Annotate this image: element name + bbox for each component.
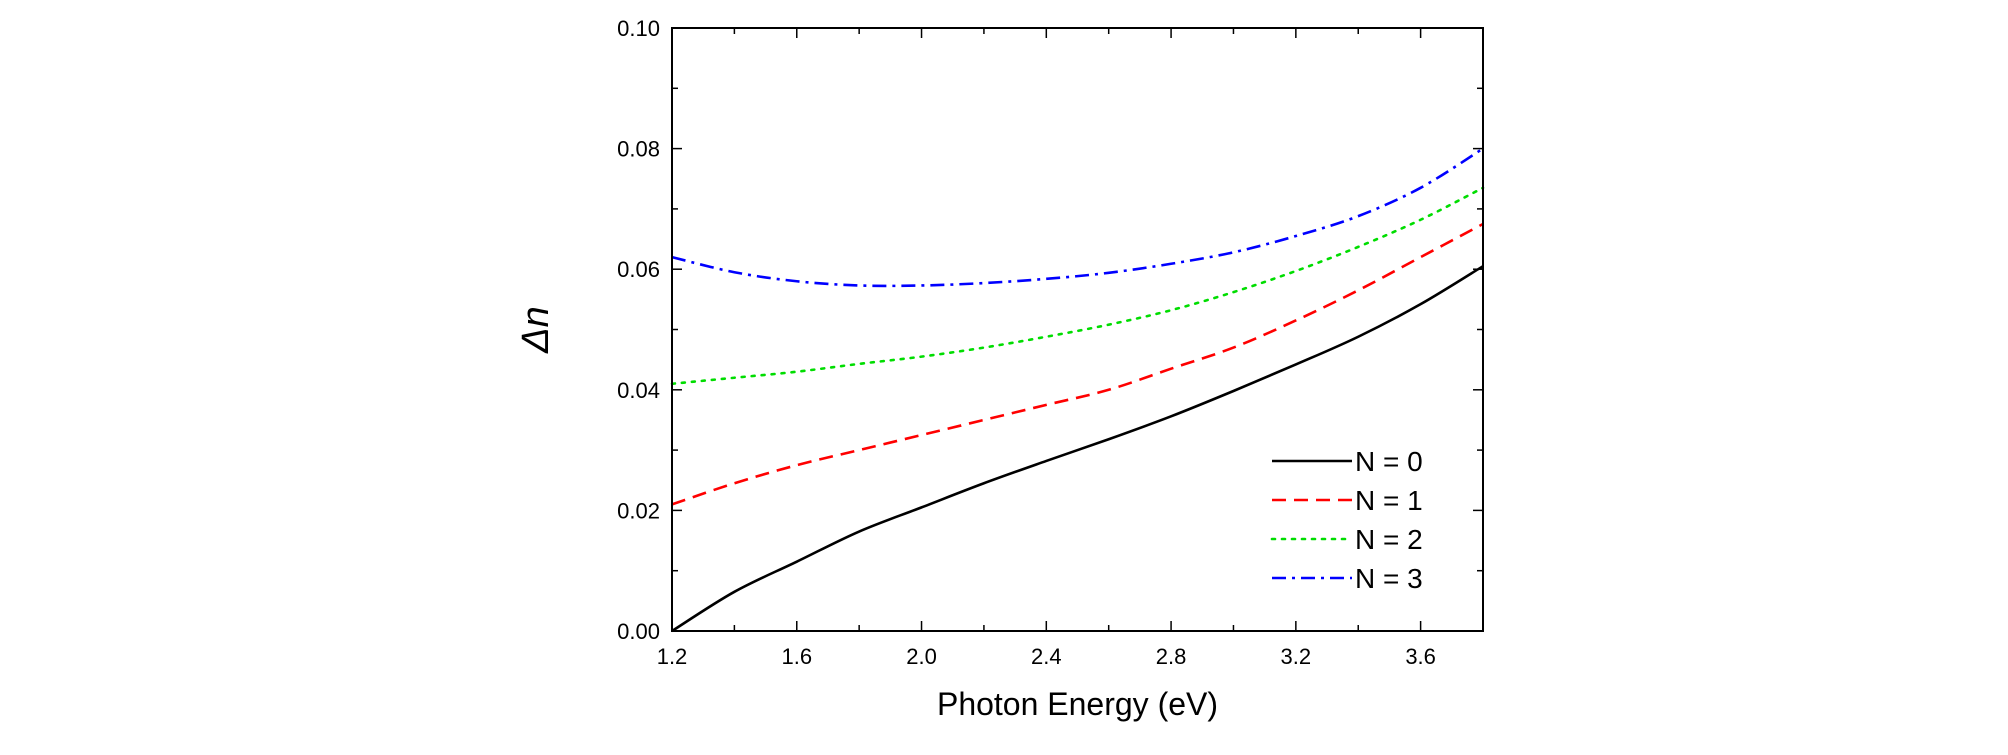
x-tick-label: 1.2 [657, 644, 688, 669]
y-tick-label: 0.00 [617, 619, 660, 644]
series-line-n3 [671, 147, 1484, 288]
legend-label-n1: N = 1 [1355, 485, 1423, 516]
series-line-n0 [671, 265, 1484, 633]
y-tick-label: 0.10 [617, 16, 660, 41]
x-tick-label: 2.8 [1156, 644, 1187, 669]
series-line-n2 [670, 186, 1485, 386]
x-tick-label: 1.6 [781, 644, 812, 669]
y-tick-label: 0.02 [617, 498, 660, 523]
x-tick-label: 3.6 [1405, 644, 1436, 669]
legend-label-n2: N = 2 [1355, 524, 1423, 555]
series-layer [670, 147, 1485, 633]
y-tick-label: 0.06 [617, 257, 660, 282]
x-tick-label: 3.2 [1281, 644, 1312, 669]
y-tick-label: 0.04 [617, 378, 660, 403]
series-line-n1 [671, 222, 1484, 506]
x-tick-label: 2.4 [1031, 644, 1062, 669]
x-axis-label: Photon Energy (eV) [937, 686, 1218, 722]
ticks-layer: 1.2 1.6 2.0 2.4 2.8 3.2 3.6 0.00 0.02 0.04 0.06 0.0… [617, 16, 1483, 669]
legend-label-n0: N = 0 [1355, 446, 1423, 477]
legend: N = 0 N = 1 N = 2 N = 3 [1270, 446, 1423, 594]
legend-label-n3: N = 3 [1355, 563, 1423, 594]
y-axis-label: Δn [515, 306, 557, 354]
y-tick-label: 0.08 [617, 137, 660, 162]
x-tick-label: 2.0 [906, 644, 937, 669]
